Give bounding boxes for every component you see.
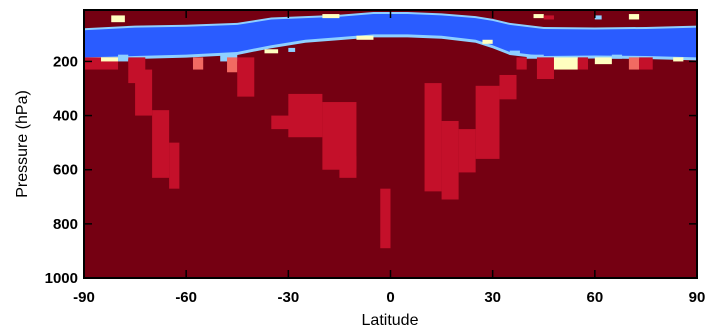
tropopause-band (84, 14, 697, 58)
y-tick-label: 1000 (45, 270, 78, 287)
heatmap-cell (553, 57, 578, 70)
heatmap-cell (543, 15, 554, 20)
x-tick-label: 90 (689, 289, 706, 306)
x-tick-label: -90 (73, 289, 95, 306)
heatmap-cell (536, 57, 554, 80)
heatmap-cell (594, 57, 612, 65)
heatmap-cell (264, 49, 279, 54)
heatmap-cell (673, 57, 684, 62)
heatmap-cell (509, 50, 520, 55)
x-axis: -90 -60 -30 0 30 60 90 (73, 10, 705, 306)
y-tick-label: 200 (53, 53, 78, 70)
heatmap-cell (424, 83, 442, 192)
heatmap-cell (339, 156, 357, 178)
x-tick-label: 60 (586, 289, 603, 306)
heatmap-cell (111, 15, 125, 23)
x-tick-label: 0 (386, 289, 394, 306)
heatmap-cell (356, 35, 374, 40)
x-axis-label: Latitude (362, 312, 419, 329)
heatmap-cell (118, 54, 129, 62)
y-axis: 200 400 600 800 1000 (45, 53, 697, 287)
heatmap-cell (533, 14, 544, 19)
heatmap-cell (628, 57, 640, 70)
x-tick-label: -30 (277, 289, 299, 306)
x-tick-label: -60 (175, 289, 197, 306)
heatmap-cell (639, 57, 653, 70)
heatmap-cell (611, 54, 623, 59)
heatmap-cell (526, 54, 544, 59)
heatmap-cell (380, 188, 391, 249)
y-axis-label: Pressure (hPa) (14, 90, 31, 198)
heatmap-cell (227, 57, 238, 73)
heatmap-cell (322, 14, 340, 19)
heatmap-cell (458, 129, 476, 173)
heatmap-cell (516, 57, 527, 70)
heatmap-cell (499, 74, 517, 100)
heatmap-cell (441, 120, 459, 200)
heatmap-cell (628, 14, 640, 20)
heatmap-cell (237, 57, 255, 97)
heatmap-cell (594, 15, 602, 20)
heatmap-cell (128, 57, 146, 84)
plot-area (84, 10, 697, 278)
heatmap-cell (482, 39, 493, 44)
heatmap-cell (288, 47, 296, 52)
y-tick-label: 800 (53, 216, 78, 233)
heatmap-cell (475, 85, 500, 159)
y-tick-label: 400 (53, 108, 78, 125)
heatmap-cell (169, 142, 180, 189)
y-tick-label: 600 (53, 162, 78, 179)
heatmap-cell (101, 57, 119, 62)
heatmap-cell (192, 57, 204, 70)
heatmap-cell (152, 110, 170, 178)
heatmap-cell (288, 93, 323, 138)
heatmap-cell (577, 57, 589, 70)
x-tick-label: 30 (484, 289, 501, 306)
